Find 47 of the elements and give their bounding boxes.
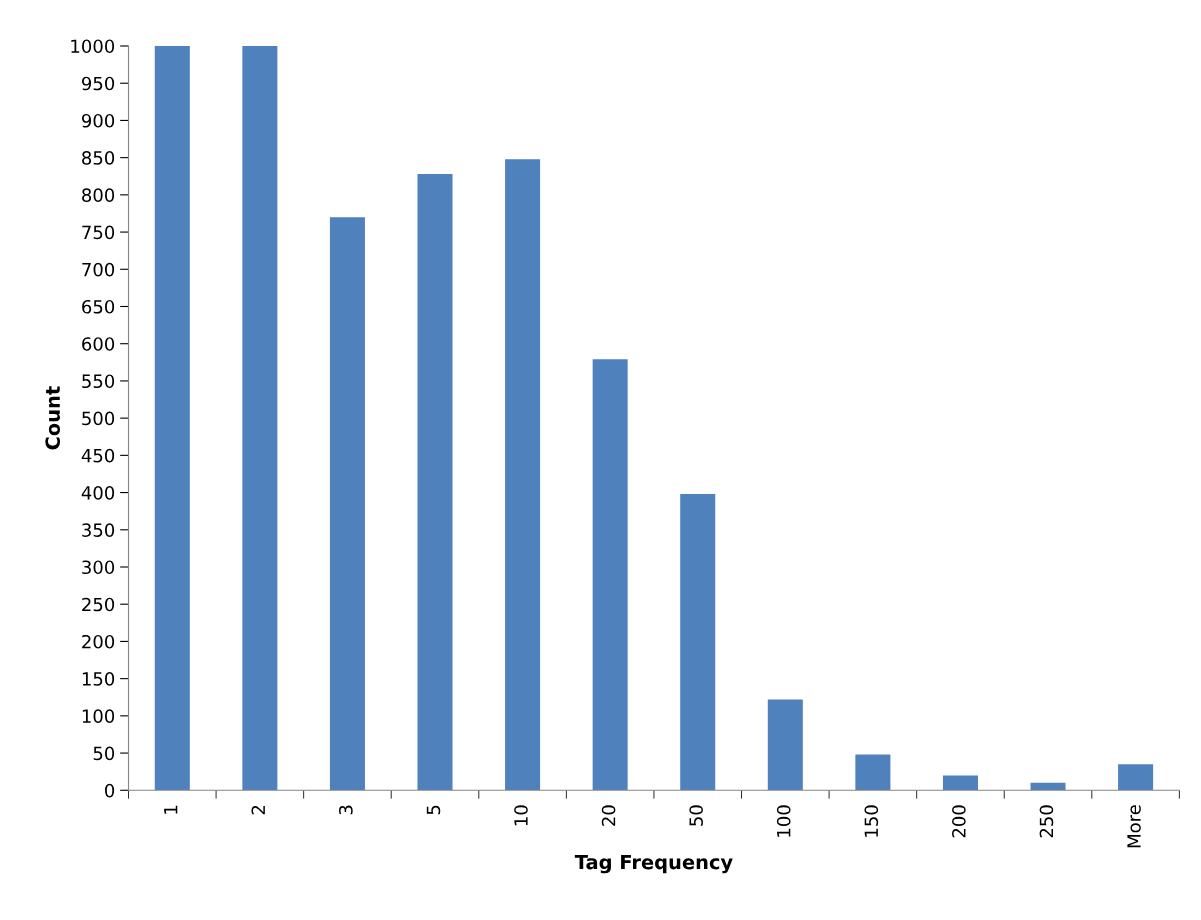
- x-tick-label: 5: [426, 805, 441, 815]
- x-tick-label: 2: [251, 805, 265, 815]
- x-tick-label: More: [1127, 805, 1141, 848]
- bar: [855, 754, 891, 791]
- bar: [242, 46, 278, 791]
- bar: [1118, 764, 1154, 791]
- bar: [680, 494, 716, 791]
- bar: [154, 46, 190, 791]
- x-tick-label: 50: [689, 805, 703, 826]
- x-tick-label: 150: [864, 805, 879, 837]
- y-tick-label: 350: [82, 523, 115, 537]
- x-tick-label: 1: [164, 805, 178, 814]
- x-tick-label: 3: [339, 805, 353, 815]
- y-tick-label: 550: [82, 374, 115, 389]
- y-tick-label: 900: [81, 113, 115, 128]
- y-tick-label: 50: [93, 746, 115, 761]
- y-tick-label: 400: [81, 486, 115, 500]
- bar: [942, 775, 978, 791]
- x-axis-title: Tag Frequency: [574, 854, 733, 874]
- x-tick-label: 10: [514, 805, 528, 826]
- x-tick-label: 100: [776, 805, 791, 837]
- bar: [1030, 782, 1066, 791]
- x-tick-label: 250: [1039, 805, 1054, 838]
- y-tick-label: 250: [82, 597, 115, 612]
- y-tick-label: 950: [81, 76, 115, 91]
- bar: [417, 174, 453, 791]
- x-tick-label: 200: [952, 805, 966, 838]
- y-tick-label: 300: [82, 560, 115, 575]
- y-tick-label: 700: [82, 262, 115, 277]
- y-tick-label: 150: [82, 672, 115, 686]
- y-tick-label: 500: [82, 411, 115, 426]
- y-axis-title: Count: [45, 386, 61, 450]
- y-tick-label: 0: [105, 783, 115, 798]
- y-tick-label: 600: [82, 337, 115, 351]
- bar: [767, 699, 803, 791]
- y-tick-label: 750: [82, 225, 115, 240]
- bar: [329, 217, 365, 791]
- y-tick-label: 650: [82, 299, 115, 314]
- bar: [592, 359, 628, 791]
- y-tick-label: 450: [81, 448, 115, 463]
- y-tick-label: 1000: [71, 39, 115, 54]
- y-tick-label: 850: [82, 151, 115, 165]
- y-tick-label: 800: [82, 188, 115, 202]
- x-tick-label: 20: [601, 805, 616, 826]
- y-tick-label: 100: [82, 709, 115, 723]
- y-tick-label: 200: [82, 634, 115, 649]
- bar: [505, 159, 541, 791]
